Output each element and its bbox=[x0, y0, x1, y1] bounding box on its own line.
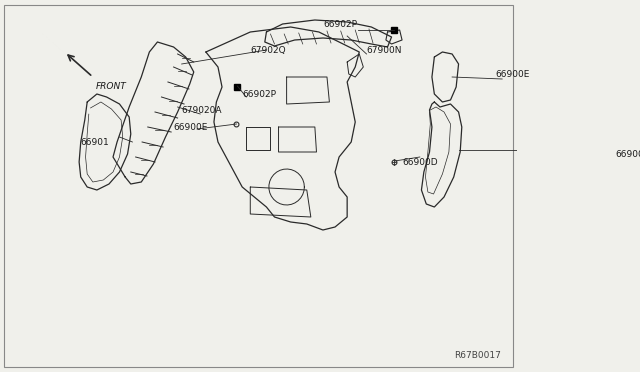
Text: 66901: 66901 bbox=[81, 138, 109, 147]
Text: 67900N: 67900N bbox=[367, 45, 402, 55]
Text: 66900E: 66900E bbox=[496, 70, 530, 78]
Text: 66900: 66900 bbox=[615, 150, 640, 158]
Text: FRONT: FRONT bbox=[95, 82, 126, 91]
Text: 66900D: 66900D bbox=[402, 157, 438, 167]
Text: 66900E: 66900E bbox=[173, 122, 208, 131]
Text: 67902Q: 67902Q bbox=[250, 45, 286, 55]
Text: 679020A: 679020A bbox=[182, 106, 222, 115]
Text: 66902P: 66902P bbox=[324, 19, 358, 29]
Text: 66902P: 66902P bbox=[242, 90, 276, 99]
Text: R67B0017: R67B0017 bbox=[454, 351, 500, 360]
